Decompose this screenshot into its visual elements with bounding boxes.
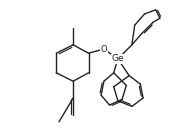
Text: O: O <box>101 45 107 53</box>
Text: Ge: Ge <box>112 54 124 63</box>
